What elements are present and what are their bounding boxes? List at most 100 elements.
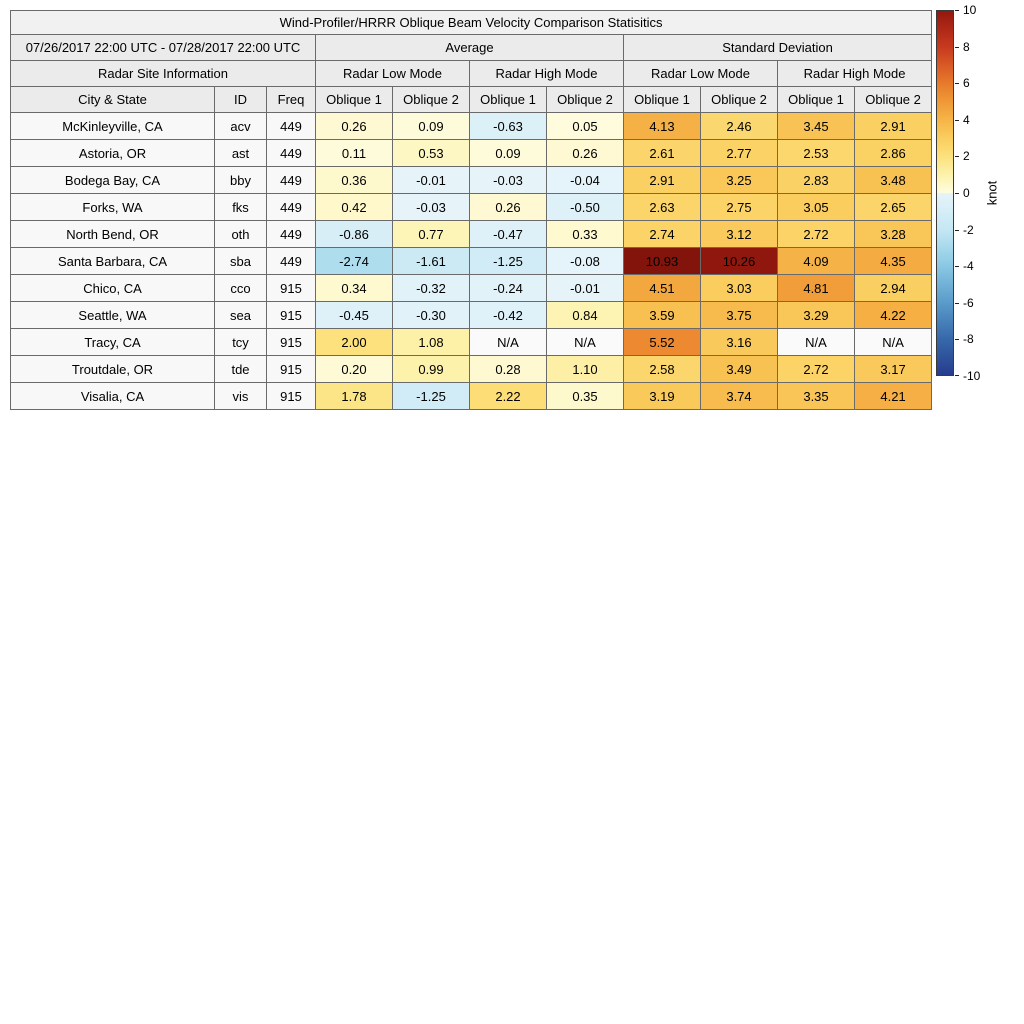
city-cell: Santa Barbara, CA (10, 247, 215, 275)
mode-header-row: Radar Site Information Radar Low Mode Ra… (10, 60, 933, 87)
table-row: Bodega Bay, CA bby 449 0.36 -0.01 -0.03 -0.04 2… (10, 166, 933, 194)
site-id-cell: fks (214, 193, 267, 221)
group-standard-deviation: Standard Deviation (622, 34, 933, 61)
value-cell: 2.75 (700, 193, 778, 221)
value-cell: 2.46 (700, 112, 778, 140)
value-cell: 2.63 (623, 193, 701, 221)
city-cell: Chico, CA (10, 274, 215, 302)
colorbar-tick-mark (955, 302, 959, 304)
col-freq: Freq (266, 86, 316, 113)
value-cell: 10.26 (700, 247, 778, 275)
value-cell: -0.24 (469, 274, 547, 302)
value-cell: 0.05 (546, 112, 624, 140)
colorbar-tick-mark (955, 339, 959, 341)
colorbar-tick-mark (955, 156, 959, 158)
table-row: Visalia, CA vis 915 1.78 -1.25 2.22 0.35 3.19 3.… (10, 382, 933, 410)
table-row: Forks, WA fks 449 0.42 -0.03 0.26 -0.50 2.63 2.7… (10, 193, 933, 221)
value-cell: 2.77 (700, 139, 778, 167)
title-row: Wind-Profiler/HRRR Oblique Beam Velocity… (9, 10, 933, 35)
freq-cell: 915 (266, 355, 316, 383)
radar-site-info-header: Radar Site Information (10, 60, 316, 87)
table-row: North Bend, OR oth 449 -0.86 0.77 -0.47 0.33 2.… (10, 220, 933, 248)
value-cell: 0.53 (392, 139, 470, 167)
freq-cell: 449 (266, 220, 316, 248)
colorbar-tick-mark (955, 266, 959, 268)
value-cell: 2.72 (777, 220, 855, 248)
value-cell: 4.22 (853, 301, 933, 329)
value-cell: 3.35 (777, 382, 855, 410)
site-id-cell: bby (214, 166, 267, 194)
site-id-cell: oth (214, 220, 267, 248)
col-avg-high-oblique2: Oblique 2 (546, 86, 624, 113)
freq-cell: 915 (266, 328, 316, 356)
value-cell: N/A (853, 328, 933, 356)
value-cell: 4.51 (623, 274, 701, 302)
value-cell: 2.58 (623, 355, 701, 383)
value-cell: 0.36 (315, 166, 393, 194)
city-cell: Visalia, CA (10, 382, 215, 410)
value-cell: -0.08 (546, 247, 624, 275)
freq-cell: 449 (266, 247, 316, 275)
city-cell: McKinleyville, CA (10, 112, 215, 140)
value-cell: 2.00 (315, 328, 393, 356)
value-cell: 2.74 (623, 220, 701, 248)
value-cell: 3.17 (853, 355, 933, 383)
value-cell: 3.59 (623, 301, 701, 329)
value-cell: -0.42 (469, 301, 547, 329)
city-cell: Seattle, WA (10, 301, 215, 329)
value-cell: -0.01 (392, 166, 470, 194)
colorbar-tick-label: 2 (963, 149, 970, 164)
value-cell: 2.83 (777, 166, 855, 194)
value-cell: 0.42 (315, 193, 393, 221)
value-cell: 3.16 (700, 328, 778, 356)
site-id-cell: tde (214, 355, 267, 383)
avg-low-mode-header: Radar Low Mode (315, 60, 470, 87)
table-row: Seattle, WA sea 915 -0.45 -0.30 -0.42 0.84 3.59… (10, 301, 933, 329)
freq-cell: 449 (266, 112, 316, 140)
avg-high-mode-header: Radar High Mode (469, 60, 624, 87)
value-cell: -0.47 (469, 220, 547, 248)
value-cell: 0.26 (315, 112, 393, 140)
table-title: Wind-Profiler/HRRR Oblique Beam Velocity… (9, 10, 933, 35)
value-cell: 2.91 (623, 166, 701, 194)
value-cell: 0.84 (546, 301, 624, 329)
value-cell: 3.05 (777, 193, 855, 221)
colorbar-tick-mark (955, 10, 959, 11)
value-cell: -0.04 (546, 166, 624, 194)
group-average: Average (315, 34, 624, 61)
value-cell: -0.01 (546, 274, 624, 302)
site-id-cell: sba (214, 247, 267, 275)
site-id-cell: cco (214, 274, 267, 302)
table-row: Troutdale, OR tde 915 0.20 0.99 0.28 1.10 2.58 3… (10, 355, 933, 383)
value-cell: -0.45 (315, 301, 393, 329)
value-cell: -1.61 (392, 247, 470, 275)
value-cell: 10.93 (623, 247, 701, 275)
value-cell: -1.25 (392, 382, 470, 410)
col-avg-high-oblique1: Oblique 1 (469, 86, 547, 113)
table-row: Chico, CA cco 915 0.34 -0.32 -0.24 -0.01 4.51 3.… (10, 274, 933, 302)
freq-cell: 449 (266, 193, 316, 221)
colorbar-gradient (936, 10, 954, 376)
value-cell: 2.53 (777, 139, 855, 167)
colorbar-ticks: 10 8 6 4 2 0 -2 -4 -6 -8 -10 (936, 3, 1020, 383)
value-cell: 0.34 (315, 274, 393, 302)
city-cell: Bodega Bay, CA (10, 166, 215, 194)
colorbar-unit-label: knot (984, 180, 1000, 206)
city-cell: Astoria, OR (10, 139, 215, 167)
col-std-low-oblique2: Oblique 2 (700, 86, 778, 113)
value-cell: 4.09 (777, 247, 855, 275)
value-cell: N/A (469, 328, 547, 356)
value-cell: 0.35 (546, 382, 624, 410)
value-cell: 2.72 (777, 355, 855, 383)
colorbar-tick-label: 10 (963, 3, 977, 17)
colorbar-tick-label: -10 (963, 369, 981, 383)
freq-cell: 915 (266, 301, 316, 329)
colorbar-tick-label: -2 (963, 222, 974, 237)
colorbar-tick-mark (955, 83, 959, 85)
value-cell: 3.28 (853, 220, 933, 248)
value-cell: -0.03 (392, 193, 470, 221)
value-cell: 2.61 (623, 139, 701, 167)
value-cell: 2.94 (853, 274, 933, 302)
colorbar-tick-mark (955, 229, 959, 231)
